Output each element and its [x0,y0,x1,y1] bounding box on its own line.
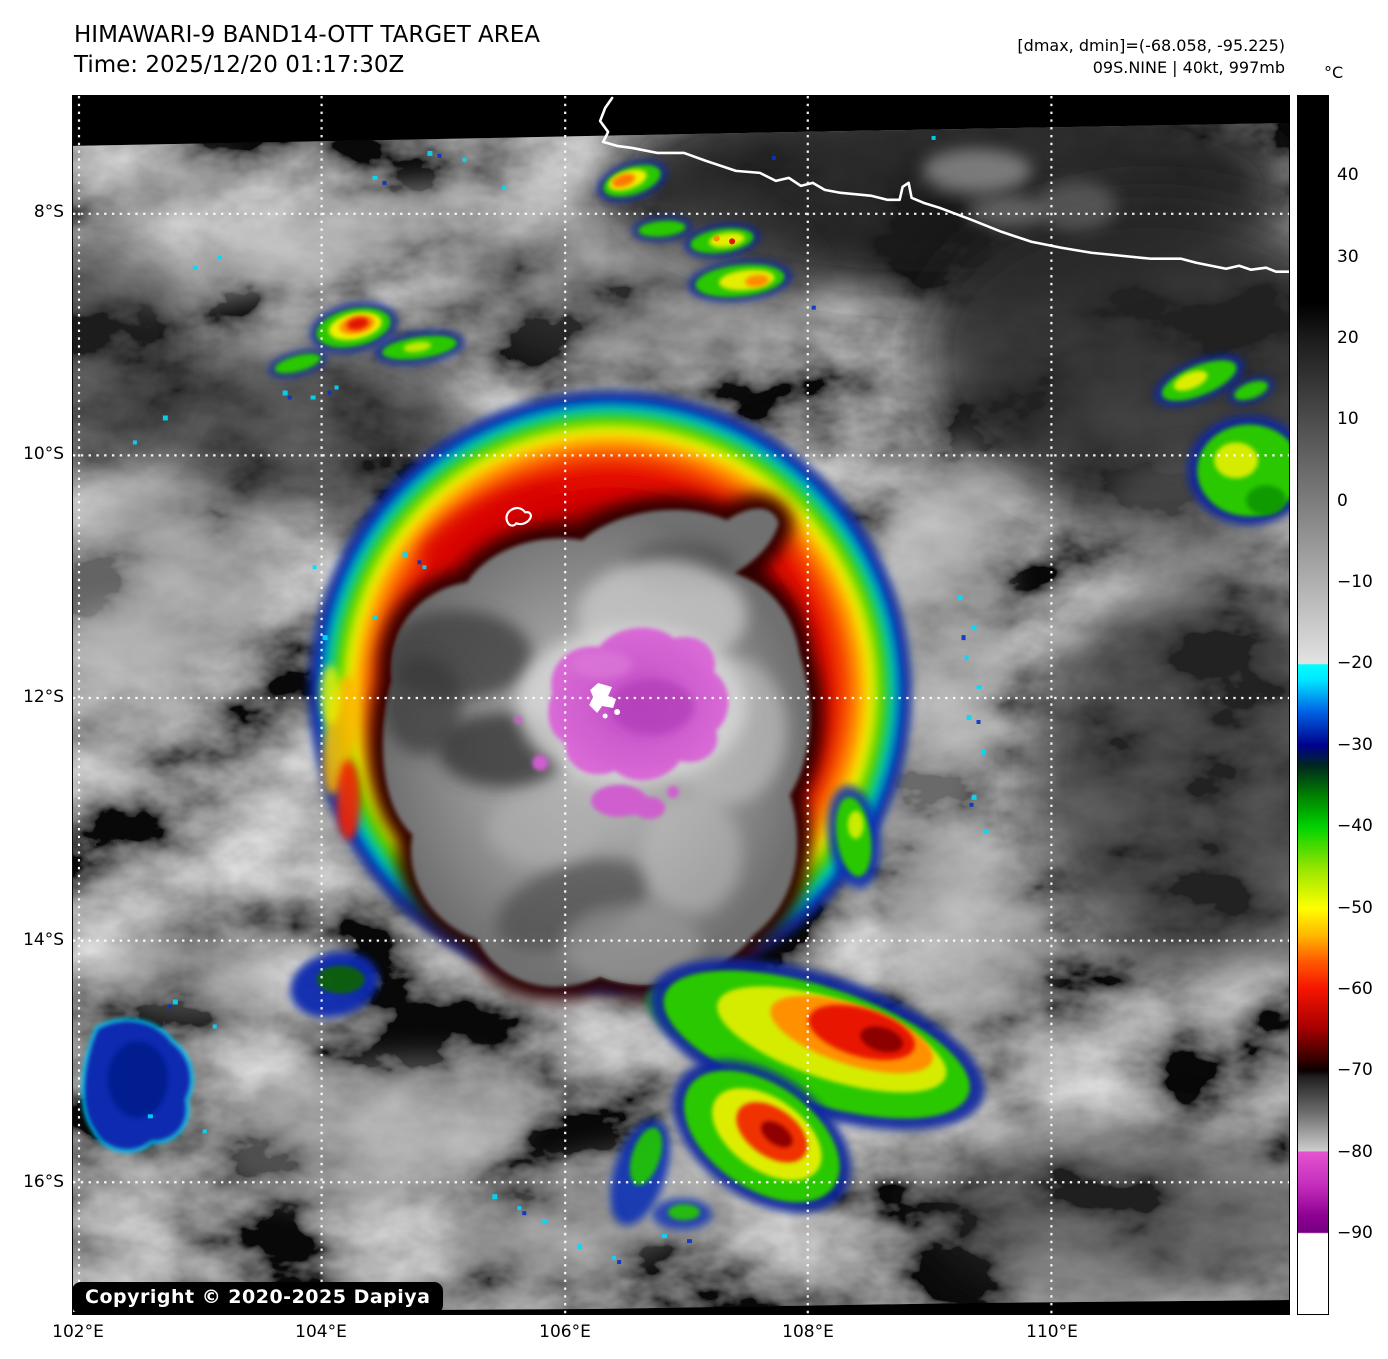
lon-tick-label: 102°E [52,1322,104,1342]
colorbar-tick-label: −50 [1337,898,1373,918]
lat-tick-label: 10°S [23,444,64,464]
colorbar-tick-label: 40 [1337,165,1359,185]
southeast-convective-band [610,958,985,1231]
colorbar-tick-label: −70 [1337,1060,1373,1080]
lat-tick-label: 16°S [23,1172,64,1192]
lat-lon-gridlines [73,96,1289,1314]
east-convective-cells [1154,354,1289,526]
colorbar-unit-label: °C [1324,63,1344,82]
satellite-map [72,95,1290,1315]
colorbar-tick-label: −10 [1337,572,1373,592]
map-canvas [73,96,1289,1314]
lon-tick-label: 108°E [782,1322,834,1342]
colorbar-tick-label: 20 [1337,328,1359,348]
temperature-contour-marker [505,506,532,527]
lon-tick-label: 106°E [539,1322,591,1342]
cyan-cloud-specks [132,135,989,1261]
colorbar-tick-label: 30 [1337,247,1359,267]
storm-info-label: 09S.NINE | 40kt, 997mb [1092,58,1285,77]
cold-cloud-top-magenta [514,627,729,819]
northwest-convective-cells [268,302,464,378]
dmax-dmin-label: [dmax, dmin]=(-68.058, -95.225) [1017,36,1285,55]
lon-tick-label: 110°E [1026,1322,1078,1342]
colorbar-tick-label: −40 [1337,816,1373,836]
colorbar-tick-label: −20 [1337,653,1373,673]
lat-tick-label: 8°S [33,202,64,222]
colorbar-tick-label: −60 [1337,979,1373,999]
lat-tick-label: 12°S [23,687,64,707]
satellite-data-swath [73,122,1289,1313]
colorbar-tick-label: −90 [1337,1223,1373,1243]
tropical-cyclone [305,387,915,997]
colorbar-tick-label: 10 [1337,409,1359,429]
lon-tick-label: 104°E [295,1322,347,1342]
lat-tick-label: 14°S [23,930,64,950]
north-convective-cells [597,160,792,302]
page-title: HIMAWARI-9 BAND14-OTT TARGET AREA [74,22,541,48]
time-label: Time: 2025/12/20 01:17:30Z [74,52,405,78]
southwest-cold-cloud [85,951,379,1149]
temperature-colorbar [1297,95,1329,1315]
navy-cloud-specks [167,153,981,1265]
east-rainband-cell [827,785,881,889]
colorbar-tick-label: −80 [1337,1142,1373,1162]
colorbar-tick-label: 0 [1337,491,1348,511]
copyright-badge: Copyright © 2020-2025 Dapiya [72,1282,444,1314]
coastline [598,96,1289,274]
colorbar-tick-label: −30 [1337,735,1373,755]
